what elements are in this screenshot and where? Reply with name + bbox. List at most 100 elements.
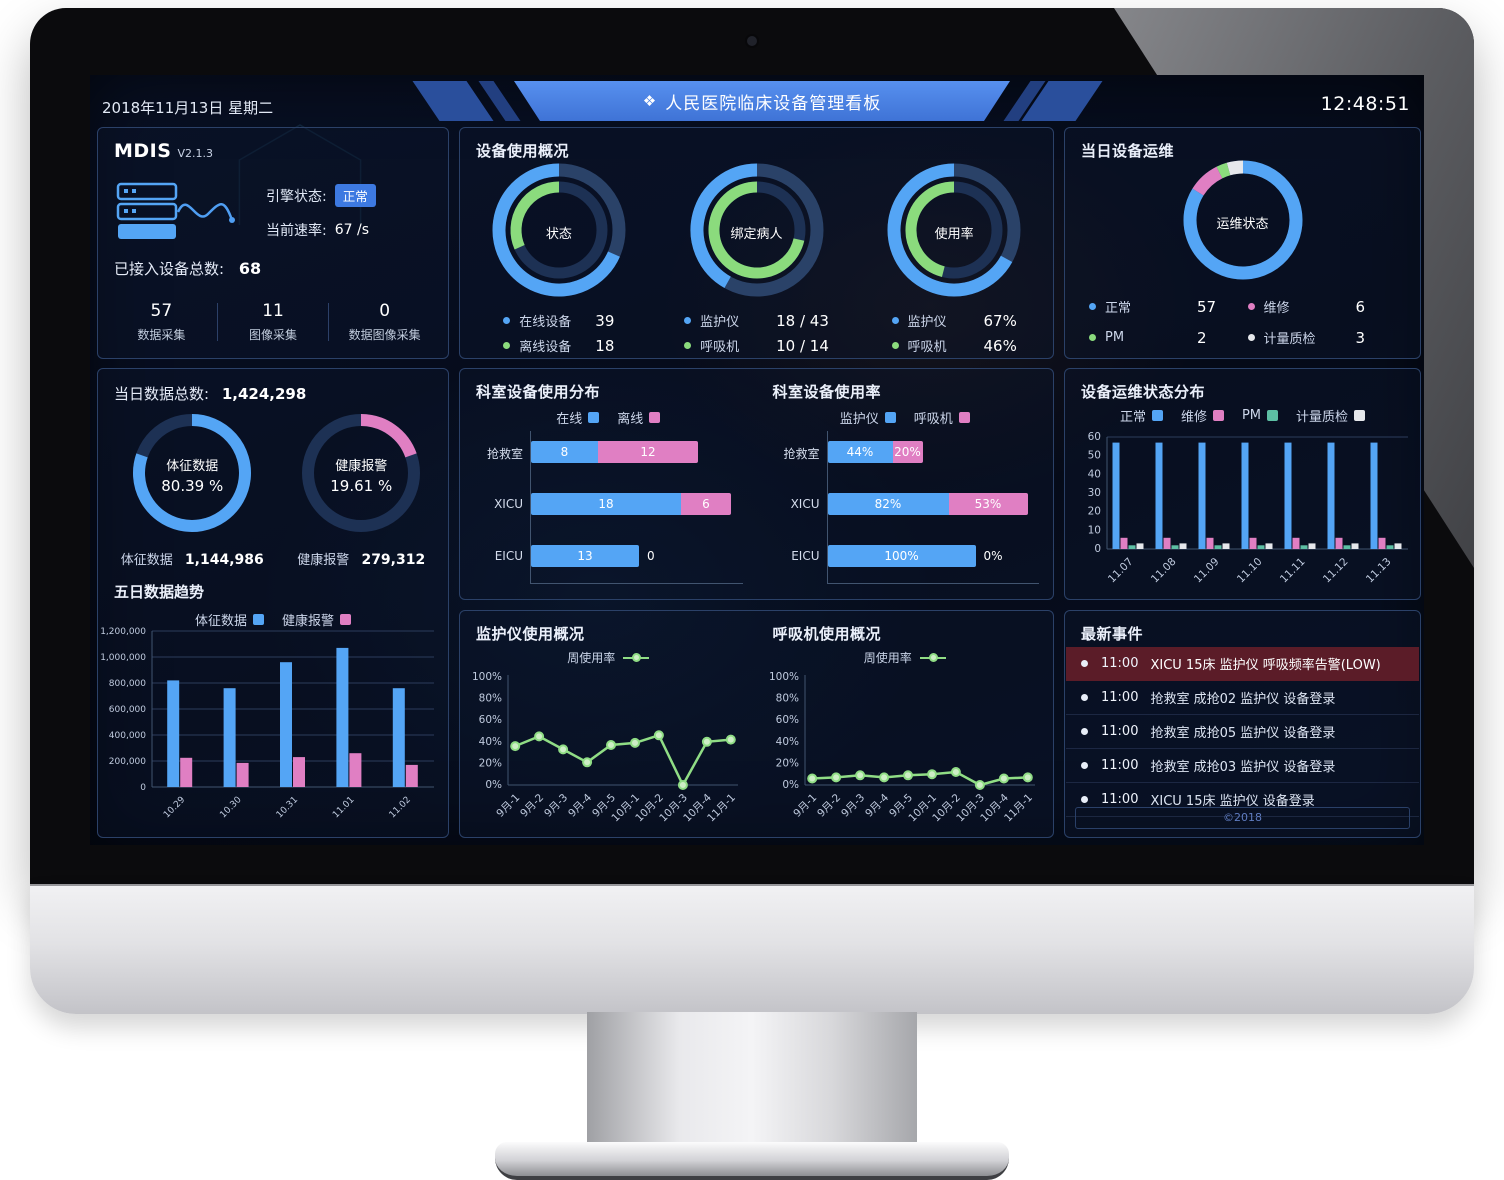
event-row[interactable]: 11:00 抢救室 成抢03 监护仪 设备登录: [1066, 749, 1419, 783]
svg-text:11.11: 11.11: [1278, 556, 1308, 586]
svg-text:9月-1: 9月-1: [494, 792, 522, 820]
maintenance-dist-legend: 正常 维修 PM 计量质检: [1065, 403, 1420, 428]
legend-label: 在线: [556, 412, 583, 427]
page-title-banner: ❖ 人民医院临床设备管理看板: [514, 81, 1010, 121]
hbar-category-label: 抢救室: [783, 447, 820, 461]
svg-text:11.10: 11.10: [1235, 556, 1265, 586]
hbar-category-label: EICU: [494, 549, 523, 563]
bar-value-outside: 0: [647, 549, 655, 563]
legend-label: 呼吸机: [700, 340, 740, 355]
alarm-pct-donut-chart: [299, 411, 423, 539]
svg-text:100%: 100%: [768, 671, 798, 683]
bullet-icon: [1081, 728, 1088, 735]
bar-value-outside: 0%: [983, 549, 1003, 563]
legend-marker: [1247, 334, 1255, 341]
svg-text:11.09: 11.09: [1192, 556, 1222, 586]
stacked-bar: 100%: [827, 545, 976, 567]
data-total-row: 当日数据总数: 1,424,298: [114, 383, 306, 404]
legend-marker: [1247, 303, 1255, 310]
footer-label: 健康报警: [297, 553, 350, 568]
legend-marker: [503, 342, 511, 349]
line-marker-icon: [919, 653, 946, 662]
legend-item: PM 2: [1089, 325, 1248, 350]
svg-text:20%: 20%: [775, 757, 798, 769]
header-clock: 12:48:51: [1320, 93, 1410, 115]
binding-donut-chart: [687, 160, 827, 304]
event-time: 11:00: [1101, 656, 1139, 671]
svg-text:9月-4: 9月-4: [566, 791, 594, 819]
legend-label: 健康报警: [282, 614, 335, 629]
svg-text:60: 60: [1088, 431, 1101, 443]
legend-item: 呼吸机 10 / 14: [684, 333, 829, 358]
bar-segment: 18: [531, 493, 681, 515]
svg-text:10.31: 10.31: [275, 795, 300, 820]
legend-label: 维修: [1263, 301, 1290, 316]
svg-text:10: 10: [1088, 524, 1101, 536]
server-signal-icon: [112, 178, 252, 256]
legend-value: 6: [1355, 297, 1366, 316]
event-row[interactable]: 11:00 抢救室 成抢05 监护仪 设备登录: [1066, 715, 1419, 749]
legend-label: 周使用率: [567, 651, 616, 665]
legend-marker: [884, 412, 896, 423]
legend-label: 计量质检: [1263, 332, 1316, 347]
panel-title: 监护仪使用概况: [476, 625, 585, 643]
monitor-stand-base: [495, 1142, 1009, 1180]
legend-label: 正常: [1119, 410, 1146, 425]
svg-text:9月-3: 9月-3: [542, 792, 570, 820]
vital-pct-donut-chart: [130, 411, 254, 539]
bullet-icon: [1081, 796, 1088, 803]
svg-text:11.01: 11.01: [331, 795, 356, 820]
panel-data-today: 当日数据总数: 1,424,298 体征数据 80.39 % 体征数据 1,14…: [97, 368, 449, 838]
svg-text:60%: 60%: [479, 714, 502, 726]
legend-value: 57: [1197, 297, 1217, 316]
dashboard-screen: 2018年11月13日 星期二 ❖ 人民医院临床设备管理看板 12:48:51 …: [90, 75, 1424, 845]
stat-label: 数据采集: [137, 328, 186, 342]
legend-label: 离线: [617, 412, 644, 427]
svg-text:9月-3: 9月-3: [839, 792, 867, 820]
legend-item: 监护仪 18 / 43: [684, 308, 829, 333]
svg-text:11.12: 11.12: [1321, 556, 1351, 586]
bar-segment: 13: [531, 545, 639, 567]
legend-value: 46%: [983, 336, 1017, 355]
legend-label: 离线设备: [519, 340, 572, 355]
bullet-icon: [1081, 660, 1088, 667]
legend-value: 67%: [983, 311, 1017, 330]
stat-divider: [328, 303, 330, 341]
legend-item: 维修: [1181, 403, 1224, 428]
connected-devices-label: 已接入设备总数:: [114, 260, 225, 278]
legend-item: 离线设备 18: [503, 333, 614, 358]
ventilator-usage-half: 呼吸机使用概况 周使用率 0% 20% 40% 60% 80% 100% 9月-1 9月-2 9…: [757, 611, 1054, 837]
hbar-row: EICU 13 0: [495, 545, 743, 567]
vital-data-footer: 体征数据 1,144,986: [121, 549, 264, 568]
legend-label: 周使用率: [863, 651, 912, 665]
event-text: 抢救室 成抢05 监护仪 设备登录: [1150, 726, 1336, 741]
event-row[interactable]: 11:00 抢救室 成抢02 监护仪 设备登录: [1066, 681, 1419, 715]
monitor-stand-neck: [587, 1012, 917, 1144]
footer-value: 1,144,986: [184, 552, 264, 568]
svg-text:0%: 0%: [485, 779, 502, 791]
panel-maintenance-today: 当日设备运维 运维状态 正常 57 维修 6 PM 2 计量质检 3: [1064, 127, 1421, 359]
monitor-chin: [30, 884, 1474, 1014]
footer-value: 279,312: [361, 552, 426, 568]
hbar-category-label: 抢救室: [486, 447, 523, 461]
event-time: 11:00: [1101, 690, 1139, 705]
event-row[interactable]: 11:00 XICU 15床 监护仪 设备登录: [1066, 783, 1419, 817]
svg-text:50: 50: [1088, 450, 1101, 462]
stat-label: 图像采集: [249, 328, 298, 342]
bar-segment: 6: [681, 493, 731, 515]
stacked-bar: 82% 53%: [827, 493, 1028, 515]
legend-label: PM: [1105, 330, 1125, 345]
legend-label: 正常: [1105, 301, 1132, 316]
maintenance-donut-legend: 正常 57 维修 6 PM 2 计量质检 3: [1089, 294, 1406, 350]
stat-value: 11: [262, 301, 284, 321]
svg-text:60%: 60%: [775, 714, 798, 726]
event-row-alert[interactable]: 11:00 XICU 15床 监护仪 呼吸频率告警(LOW): [1066, 647, 1419, 681]
event-text: XICU 15床 监护仪 呼吸频率告警(LOW): [1150, 658, 1381, 673]
svg-text:0: 0: [140, 783, 146, 793]
bar-segment: 44%: [827, 441, 893, 463]
data-total-value: 1,424,298: [221, 385, 307, 403]
stat-value: 57: [150, 301, 173, 321]
trend-title: 五日数据趋势: [114, 583, 205, 601]
dept-rate-chart: 抢救室 44% 20% XICU 82% 53% EICU 100% 0%: [783, 431, 1039, 584]
footer-label: 体征数据: [120, 553, 173, 568]
